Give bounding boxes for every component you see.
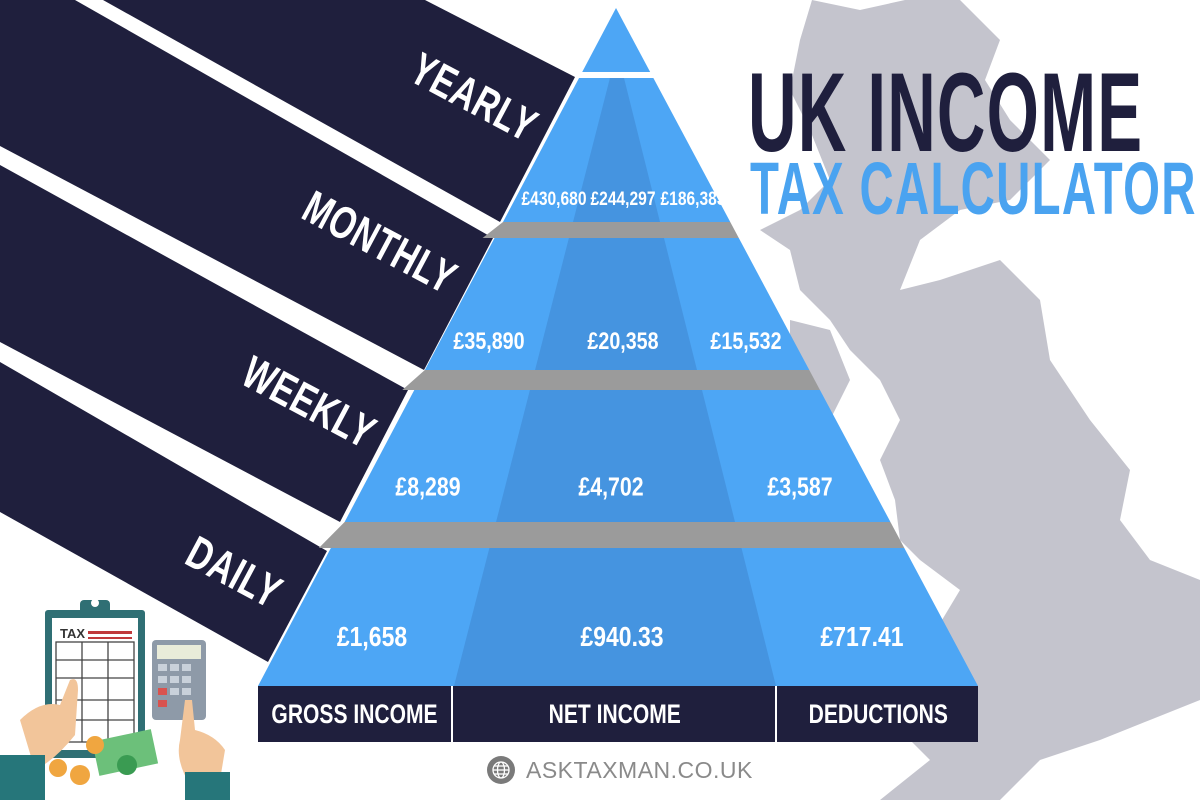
weekly-deductions-value: £3,587 — [767, 471, 833, 502]
globe-icon — [487, 756, 515, 784]
weekly-net-value: £4,702 — [578, 471, 644, 502]
yearly-gross-value: £430,680 — [521, 189, 587, 210]
pyramid-tier-daily-net — [454, 548, 776, 686]
band-weekly — [0, 165, 408, 522]
yearly-deductions-value: £186,383 — [660, 189, 726, 210]
monthly-gross-value: £35,890 — [453, 328, 525, 355]
daily-net-value: £940.33 — [580, 621, 664, 652]
band-daily — [0, 362, 327, 662]
monthly-deductions-value: £15,532 — [710, 328, 782, 355]
pyramid-slab — [482, 222, 739, 238]
yearly-net-value: £244,297 — [590, 189, 656, 210]
title-line-2: TAX CALCULATOR — [750, 147, 1197, 230]
footer-site[interactable]: ASKTAXMAN.CO.UK — [486, 755, 753, 785]
svg-text:TAX: TAX — [60, 626, 85, 641]
pyramid-tier-monthly-net — [535, 238, 697, 370]
column-label-deductions: DEDUCTIONS — [808, 698, 948, 729]
weekly-gross-value: £8,289 — [395, 471, 461, 502]
band-monthly — [0, 0, 493, 370]
footer-site-text: ASKTAXMAN.CO.UK — [526, 756, 753, 783]
column-label-gross-income: GROSS INCOME — [271, 698, 439, 729]
pyramid-slab — [402, 370, 820, 390]
monthly-net-value: £20,358 — [587, 328, 659, 355]
column-label-bar — [258, 686, 978, 742]
daily-gross-value: £1,658 — [336, 621, 408, 652]
pyramid-apex — [582, 8, 651, 72]
title-line-1: UK INCOME — [748, 50, 1144, 175]
pyramid-tier-yearly-net — [573, 78, 660, 222]
daily-deductions-value: £717.41 — [820, 621, 904, 652]
column-label-net-income: NET INCOME — [548, 698, 682, 729]
pyramid-slab — [318, 522, 905, 548]
pyramid-tier-weekly-net — [496, 390, 735, 522]
band-yearly — [103, 0, 575, 222]
